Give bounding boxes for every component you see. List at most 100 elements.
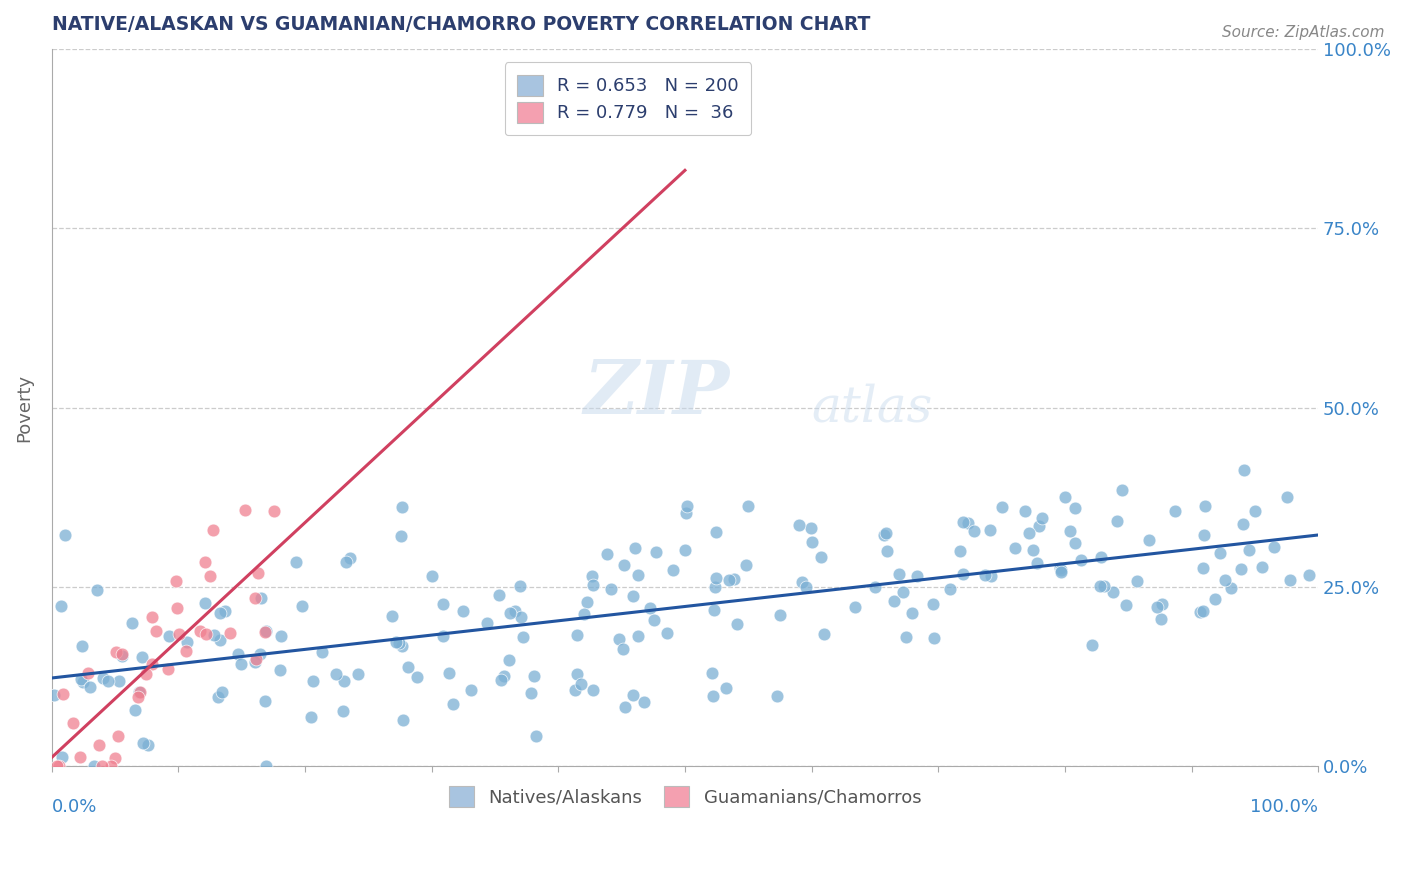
Point <box>243 655 266 669</box>
Point <box>209 633 232 648</box>
Point <box>1164 504 1187 518</box>
Point <box>129 685 152 699</box>
Point <box>498 653 520 667</box>
Point <box>520 686 543 700</box>
Point <box>299 710 322 724</box>
Point <box>489 673 512 687</box>
Point <box>1004 541 1026 555</box>
Point <box>1090 579 1112 593</box>
Point <box>1031 511 1053 525</box>
Point <box>794 580 817 594</box>
Point <box>766 690 789 704</box>
Point <box>207 690 229 704</box>
Point <box>381 608 404 623</box>
Point <box>198 568 221 582</box>
Point <box>1050 565 1073 579</box>
Point <box>194 627 217 641</box>
Point <box>405 670 427 684</box>
Point <box>1026 556 1049 570</box>
Point <box>1137 533 1160 547</box>
Point <box>108 673 131 688</box>
Point <box>1022 543 1045 558</box>
Legend: Natives/Alaskans, Guamanians/Chamorros: Natives/Alaskans, Guamanians/Chamorros <box>441 779 928 814</box>
Point <box>675 506 697 520</box>
Point <box>141 657 163 671</box>
Point <box>42 688 65 702</box>
Point <box>388 636 411 650</box>
Point <box>599 582 621 597</box>
Text: NATIVE/ALASKAN VS GUAMANIAN/CHAMORRO POVERTY CORRELATION CHART: NATIVE/ALASKAN VS GUAMANIAN/CHAMORRO POV… <box>52 15 870 34</box>
Point <box>800 521 823 535</box>
Point <box>391 500 413 515</box>
Point <box>905 569 928 583</box>
Point <box>621 688 644 702</box>
Point <box>229 657 252 672</box>
Point <box>1204 591 1226 606</box>
Point <box>49 599 72 613</box>
Point <box>52 688 75 702</box>
Point <box>166 601 188 615</box>
Point <box>655 626 678 640</box>
Point <box>863 580 886 594</box>
Point <box>135 667 157 681</box>
Point <box>389 529 412 543</box>
Point <box>801 535 824 549</box>
Point <box>1209 545 1232 559</box>
Point <box>176 644 198 658</box>
Point <box>509 579 531 593</box>
Point <box>441 697 464 711</box>
Point <box>104 751 127 765</box>
Point <box>62 716 84 731</box>
Point <box>311 645 333 659</box>
Point <box>339 550 361 565</box>
Point <box>1150 612 1173 626</box>
Point <box>211 684 233 698</box>
Point <box>704 571 727 585</box>
Point <box>107 730 129 744</box>
Point <box>1102 585 1125 599</box>
Point <box>582 577 605 591</box>
Point <box>979 523 1001 537</box>
Point <box>325 667 347 681</box>
Point <box>233 503 256 517</box>
Point <box>1275 490 1298 504</box>
Point <box>245 591 267 606</box>
Point <box>662 563 685 577</box>
Point <box>254 625 277 640</box>
Point <box>956 516 979 531</box>
Point <box>391 640 413 654</box>
Point <box>420 569 443 583</box>
Point <box>121 616 143 631</box>
Y-axis label: Poverty: Poverty <box>15 374 32 442</box>
Point <box>51 749 73 764</box>
Point <box>46 758 69 772</box>
Point <box>873 528 896 542</box>
Point <box>439 665 461 680</box>
Point <box>1115 598 1137 612</box>
Point <box>572 607 595 621</box>
Point <box>176 635 198 649</box>
Point <box>332 704 354 718</box>
Point <box>111 648 134 663</box>
Point <box>1059 524 1081 538</box>
Point <box>254 624 277 638</box>
Point <box>70 639 93 653</box>
Point <box>105 645 128 659</box>
Point <box>581 683 603 698</box>
Point <box>157 662 180 676</box>
Point <box>1146 600 1168 615</box>
Point <box>488 588 510 602</box>
Point <box>676 500 699 514</box>
Point <box>253 694 276 708</box>
Point <box>624 541 647 555</box>
Point <box>1250 560 1272 574</box>
Point <box>1063 501 1085 516</box>
Point <box>79 680 101 694</box>
Point <box>1090 549 1112 564</box>
Point <box>302 673 325 688</box>
Point <box>245 652 267 666</box>
Point <box>503 604 526 618</box>
Point <box>346 666 368 681</box>
Point <box>725 616 748 631</box>
Point <box>673 542 696 557</box>
